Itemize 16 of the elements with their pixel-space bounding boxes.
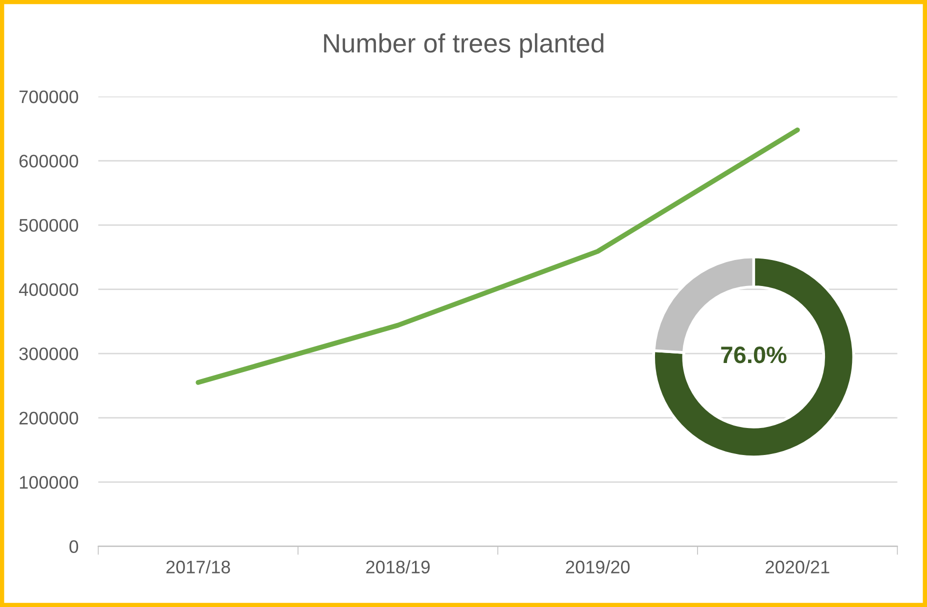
y-tick-label: 700000 — [20, 90, 78, 104]
x-tick-label: 2019/20 — [566, 560, 630, 574]
y-tick-label: 400000 — [18, 283, 78, 296]
y-tick-label: 500000 — [19, 218, 78, 232]
line-series — [196, 127, 800, 385]
x-tick-label: 2020/21 — [766, 560, 830, 574]
y-tick-label: 300000 — [19, 347, 78, 360]
x-tick-label: 2017/18 — [166, 560, 230, 574]
donut-slice — [652, 255, 856, 458]
y-tick-label: 200000 — [19, 412, 78, 425]
data-label: 76.0% — [721, 346, 787, 364]
y-tick-label: 100000 — [20, 476, 78, 489]
y-tick-label: 0 — [69, 540, 78, 554]
y-tick-label: 600000 — [19, 154, 78, 168]
chart-title: Number of trees planted — [324, 33, 604, 58]
x-tick-label: 2018/19 — [366, 560, 430, 574]
